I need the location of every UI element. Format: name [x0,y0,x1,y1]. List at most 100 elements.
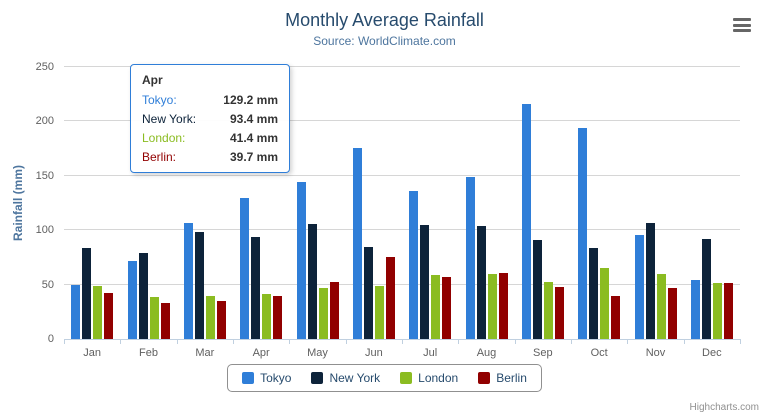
bar-new-york-oct[interactable] [589,248,599,339]
gridline [64,283,740,285]
chart-subtitle: Source: WorldClimate.com [313,34,456,48]
tooltip-series-value-berlin: 39.7 mm [229,150,278,164]
bar-group-mar [183,67,226,339]
bar-new-york-feb[interactable] [138,253,148,339]
bar-new-york-dec[interactable] [701,238,711,339]
bar-new-york-mar[interactable] [194,231,204,339]
bar-berlin-dec[interactable] [723,283,733,339]
hamburger-icon [733,18,751,21]
bar-london-dec[interactable] [712,283,722,339]
y-axis-tick-label: 250 [35,61,54,73]
x-axis-label-aug: Aug [476,347,497,359]
x-axis-tick [64,339,65,344]
bar-berlin-mar[interactable] [216,301,226,339]
bar-tokyo-jan[interactable] [71,284,81,339]
bar-london-jan[interactable] [93,285,103,339]
legend-item-tokyo[interactable]: Tokyo [242,371,291,385]
hamburger-icon [733,23,751,27]
x-axis-label-may: May [307,347,328,359]
bar-tokyo-nov[interactable] [634,235,644,339]
bar-london-nov[interactable] [656,274,666,339]
bar-tokyo-oct[interactable] [578,127,588,339]
bar-group-sep [521,67,564,339]
x-axis-label-dec: Dec [702,347,722,359]
bar-london-may[interactable] [318,287,328,339]
y-axis-tick-label: 50 [41,278,54,291]
bar-london-oct[interactable] [600,268,610,339]
x-axis-tick [233,339,234,344]
bar-london-jul[interactable] [431,274,441,339]
bar-london-feb[interactable] [149,296,159,339]
bar-berlin-jun[interactable] [385,256,395,339]
bar-london-sep[interactable] [543,282,553,339]
tooltip-series-name-berlin: Berlin: [142,150,177,164]
legend-item-london[interactable]: London [400,371,458,385]
bar-tokyo-dec[interactable] [690,279,700,339]
legend-label-london: London [418,371,459,385]
legend-item-new-york[interactable]: New York [311,371,380,385]
x-axis-tick [514,339,516,344]
bar-berlin-oct[interactable] [611,296,621,339]
legend-label-tokyo: Tokyo [260,371,292,385]
bar-group-apr [240,67,283,339]
highcharts-credit-link[interactable]: Highcharts.com [689,402,759,413]
legend: Tokyo New York London Berlin [227,364,542,392]
x-axis-tick [627,339,629,344]
bar-berlin-apr[interactable] [273,295,283,339]
bar-group-feb [127,67,170,339]
bar-berlin-sep[interactable] [554,287,564,339]
bar-new-york-nov[interactable] [645,223,655,339]
bar-tokyo-jul[interactable] [409,191,419,339]
bar-london-mar[interactable] [205,296,215,339]
hamburger-icon [733,29,751,32]
legend-swatch-berlin [478,372,491,384]
bar-berlin-may[interactable] [329,281,339,339]
bar-london-aug[interactable] [487,274,497,339]
plot-area: 0 50 100 150 200 250 Jan Feb Mar Apr May Jun Jul Aug S… [36,61,741,359]
bar-tokyo-aug[interactable] [465,177,475,339]
bar-new-york-apr[interactable] [251,237,261,339]
tooltip-series-value-new-york: 93.4 mm [229,112,278,126]
bar-tokyo-sep[interactable] [521,103,531,339]
bar-group-jul [409,67,452,339]
bar-berlin-feb[interactable] [160,302,170,339]
bar-new-york-may[interactable] [307,223,317,339]
x-axis-label-jan: Jan [83,347,102,359]
tooltip: Apr Tokyo: 129.2 mm New York: 93.4 mm London… [130,64,290,173]
bar-tokyo-apr[interactable] [240,198,250,339]
x-axis-tick [289,339,291,344]
bar-new-york-jan[interactable] [82,248,92,339]
bar-new-york-jun[interactable] [363,247,373,339]
legend-label-new-york: New York [329,371,381,385]
bar-tokyo-may[interactable] [296,182,306,339]
y-axis-title: Rainfall (mm) [11,165,25,242]
bar-tokyo-jun[interactable] [352,147,362,339]
bar-berlin-jul[interactable] [442,276,452,339]
x-axis-label-apr: Apr [252,347,270,359]
export-menu-button[interactable] [731,16,753,34]
bar-tokyo-mar[interactable] [183,223,193,339]
bar-group-may [296,67,339,339]
bar-berlin-nov[interactable] [667,288,677,339]
x-axis-tick [458,339,460,344]
bar-london-apr[interactable] [262,293,272,339]
bar-tokyo-feb[interactable] [127,261,137,339]
gridline [64,229,740,231]
bar-new-york-sep[interactable] [532,239,542,339]
legend-item-berlin[interactable]: Berlin [478,371,527,385]
tooltip-series-value-london: 41.4 mm [229,131,278,145]
x-axis-label-sep: Sep [533,347,553,359]
bar-new-york-jul[interactable] [420,224,430,339]
bar-berlin-aug[interactable] [498,273,508,339]
bar-group-nov [634,67,677,339]
legend-wrap: Tokyo New York London Berlin [0,364,769,392]
x-axis-tick [176,339,178,344]
bar-group-oct [578,67,621,339]
bar-berlin-jan[interactable] [104,292,114,339]
x-axis-line [64,339,740,340]
tooltip-series-value-tokyo: 129.2 mm [223,93,278,107]
bar-new-york-aug[interactable] [476,225,486,339]
bar-group-jan [71,67,114,339]
bar-london-jun[interactable] [374,286,384,339]
